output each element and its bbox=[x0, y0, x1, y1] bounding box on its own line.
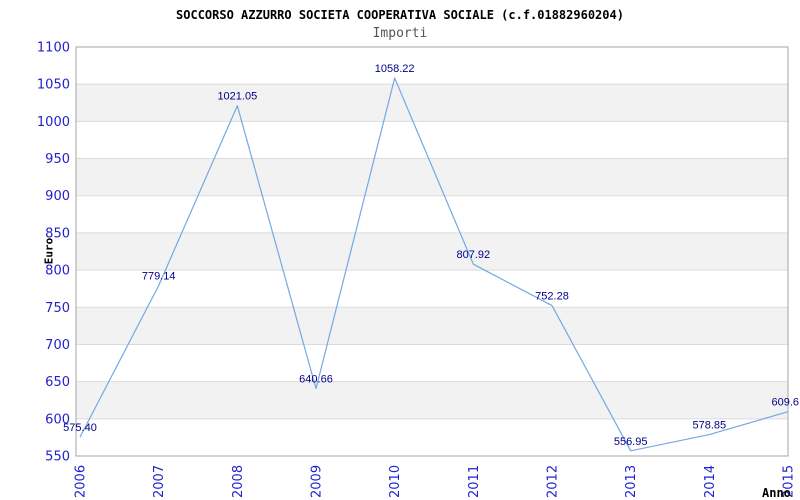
x-tick-label: 2008 bbox=[231, 465, 246, 498]
x-tick-label: 2012 bbox=[546, 465, 561, 498]
y-tick-label: 650 bbox=[45, 375, 70, 390]
x-axis-title: Anno bbox=[762, 486, 791, 500]
point-label: 575.40 bbox=[63, 422, 97, 434]
y-tick-label: 550 bbox=[45, 450, 70, 465]
x-tick-label: 2010 bbox=[388, 465, 403, 498]
band bbox=[76, 381, 788, 419]
point-label: 752.28 bbox=[535, 291, 569, 303]
y-tick-label: 600 bbox=[45, 412, 70, 427]
data-line bbox=[79, 77, 789, 452]
plot-border bbox=[75, 46, 789, 457]
y-tick-label: 800 bbox=[45, 264, 70, 279]
y-axis-title: Euro bbox=[42, 237, 56, 265]
y-tick-label: 850 bbox=[45, 226, 70, 241]
point-label: 807.92 bbox=[457, 249, 491, 261]
band bbox=[76, 307, 788, 345]
y-tick-label: 900 bbox=[45, 189, 70, 204]
y-tick-label: 1000 bbox=[37, 115, 70, 130]
y-tick-label: 700 bbox=[45, 338, 70, 353]
x-tick-label: 2006 bbox=[74, 465, 89, 498]
point-label: 640.66 bbox=[299, 374, 333, 386]
y-tick-label: 750 bbox=[45, 301, 70, 316]
band bbox=[76, 232, 788, 271]
x-tick-label: 2013 bbox=[624, 465, 639, 498]
point-label: 1058.22 bbox=[375, 63, 415, 75]
chart-title: SOCCORSO AZZURRO SOCIETA COOPERATIVA SOC… bbox=[176, 8, 624, 22]
x-tick-label: 2014 bbox=[703, 465, 718, 498]
point-label: 578.85 bbox=[693, 420, 727, 432]
y-tick-label: 1050 bbox=[37, 78, 70, 93]
x-tick-label: 2009 bbox=[310, 465, 325, 498]
chart-subtitle: Importi bbox=[372, 26, 428, 41]
band bbox=[76, 158, 788, 196]
x-tick-label: 2011 bbox=[467, 465, 482, 498]
x-tick-label: 2015 bbox=[782, 465, 797, 498]
x-tick-label: 2007 bbox=[152, 465, 167, 498]
point-label: 779.14 bbox=[142, 271, 176, 283]
y-tick-label: 950 bbox=[45, 152, 70, 167]
y-tick-label: 1100 bbox=[37, 41, 70, 56]
point-label: 1021.05 bbox=[217, 91, 257, 103]
point-label: 556.95 bbox=[614, 436, 648, 448]
band bbox=[76, 84, 788, 122]
point-label: 609.6 bbox=[771, 397, 799, 409]
